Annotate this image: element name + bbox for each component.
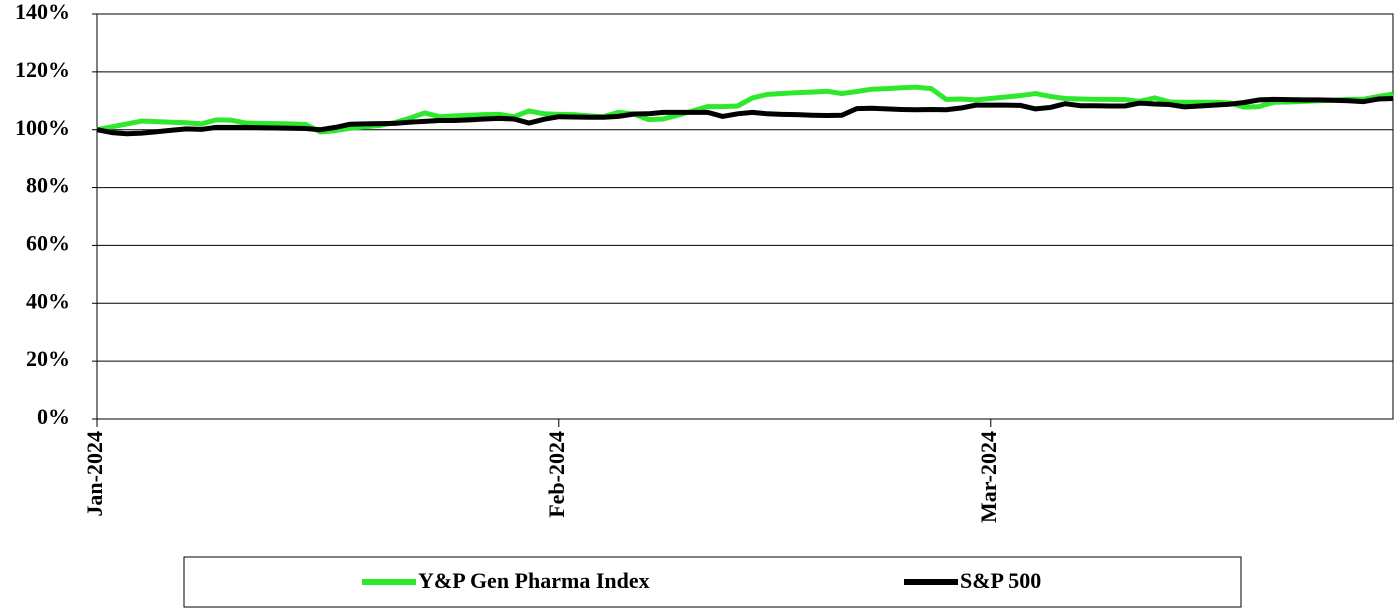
y-tick-label: 60% bbox=[26, 230, 70, 255]
legend-label: S&P 500 bbox=[960, 568, 1041, 593]
y-tick-label: 100% bbox=[15, 115, 70, 140]
plot-area bbox=[96, 13, 1394, 420]
y-tick-label: 40% bbox=[26, 288, 70, 313]
x-tick-label: Jan-2024 bbox=[82, 431, 107, 517]
y-tick-label: 80% bbox=[26, 173, 70, 198]
x-tick-label: Mar-2024 bbox=[976, 431, 1001, 523]
legend-label: Y&P Gen Pharma Index bbox=[418, 568, 650, 593]
x-tick-label: Feb-2024 bbox=[544, 431, 569, 518]
y-tick-label: 0% bbox=[37, 404, 70, 429]
y-tick-label: 20% bbox=[26, 346, 70, 371]
y-tick-label: 140% bbox=[15, 0, 70, 24]
y-tick-label: 120% bbox=[15, 57, 70, 82]
legend-box bbox=[183, 556, 1242, 608]
series-line bbox=[96, 95, 1394, 137]
